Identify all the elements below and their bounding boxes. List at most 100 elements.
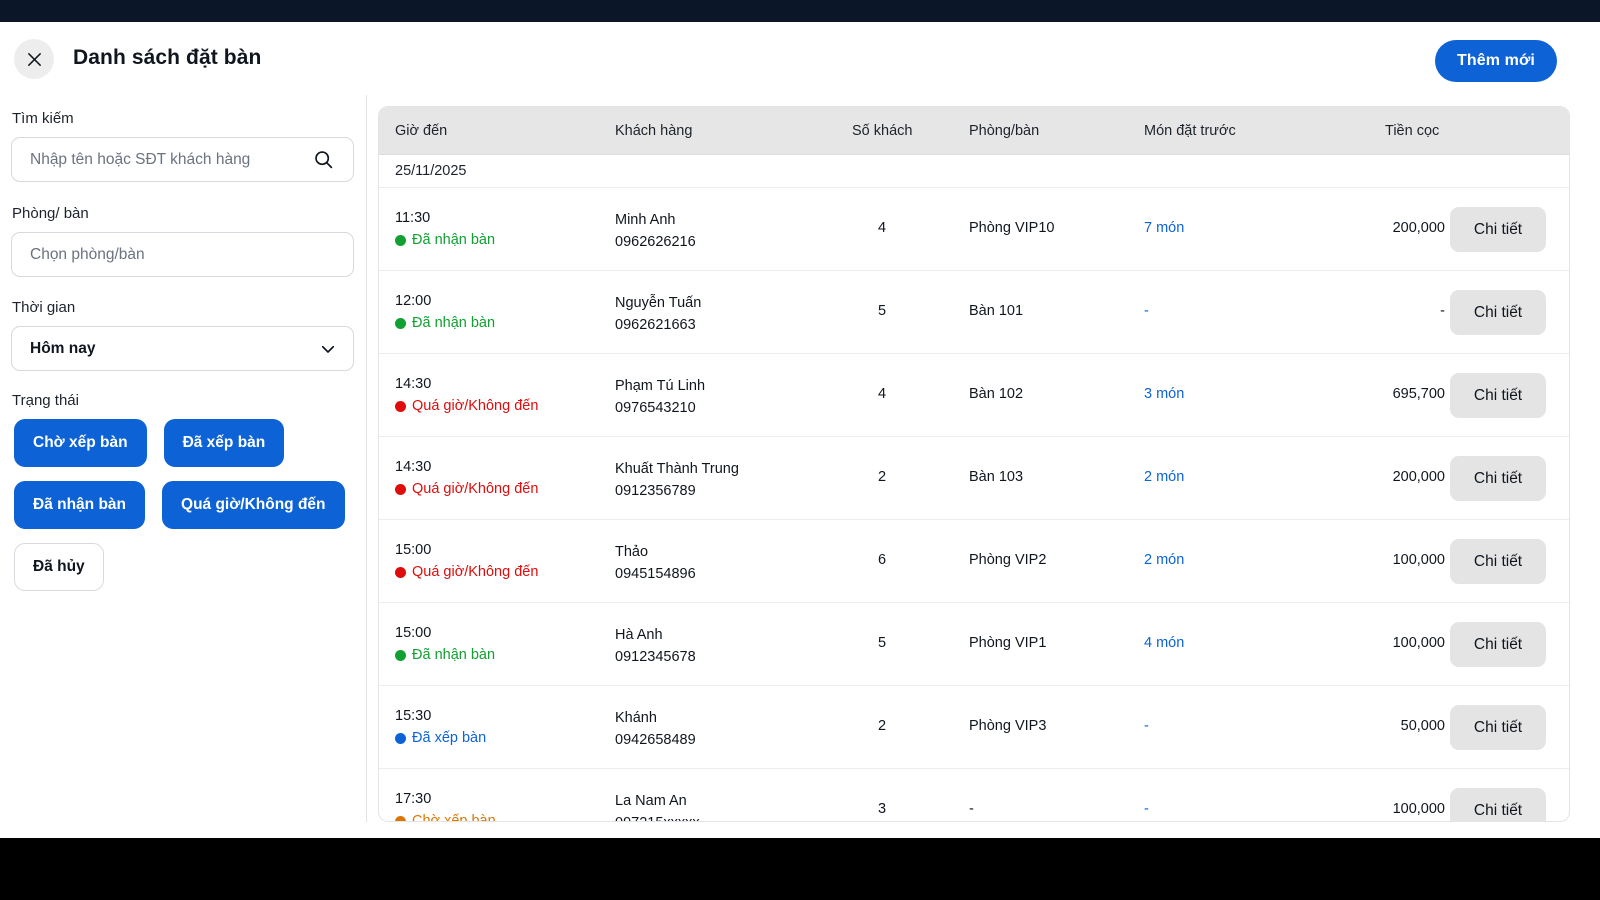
- table-row[interactable]: 15:30 Đã xếp bàn Khánh 0942658489 2 Phòng VIP…: [379, 686, 1569, 769]
- status-dot-icon: [395, 235, 406, 246]
- cell-guest-count: 3: [877, 801, 887, 817]
- column-header-guests: Số khách: [852, 123, 913, 139]
- detail-button[interactable]: Chi tiết: [1450, 539, 1546, 584]
- status-chip-4[interactable]: Đã hủy: [14, 543, 104, 591]
- cell-preorder-link[interactable]: -: [1144, 718, 1149, 734]
- close-button[interactable]: [14, 39, 54, 79]
- cell-customer: Hà Anh 0912345678: [615, 624, 696, 668]
- time-select[interactable]: Hôm nay: [11, 326, 354, 371]
- table-row[interactable]: 11:30 Đã nhận bàn Minh Anh 0962626216 4 Phòng…: [379, 188, 1569, 271]
- cell-deposit: 100,000: [1392, 552, 1445, 568]
- detail-button[interactable]: Chi tiết: [1450, 456, 1546, 501]
- cell-preorder-link[interactable]: 2 món: [1144, 552, 1185, 568]
- cell-preorder-link[interactable]: 2 món: [1144, 469, 1185, 485]
- cell-deposit: 100,000: [1392, 635, 1445, 651]
- cell-preorder-link[interactable]: -: [1144, 801, 1149, 817]
- status-chip-1[interactable]: Đã xếp bàn: [163, 419, 285, 467]
- cell-room: Bàn 101: [969, 303, 1024, 319]
- close-icon: [26, 51, 43, 68]
- detail-button[interactable]: Chi tiết: [1450, 705, 1546, 750]
- status-chip-3[interactable]: Quá giờ/Không đến: [162, 481, 345, 529]
- cell-time: 14:30 Quá giờ/Không đến: [395, 458, 538, 499]
- column-header-preorder: Món đặt trước: [1144, 123, 1236, 139]
- cell-room: Bàn 102: [969, 386, 1024, 402]
- status-dot-icon: [395, 318, 406, 329]
- detail-button[interactable]: Chi tiết: [1450, 207, 1546, 252]
- room-select[interactable]: Chọn phòng/bàn: [11, 232, 354, 277]
- arrival-time: 14:30: [395, 376, 432, 392]
- cell-customer: Thảo 0945154896: [615, 541, 696, 585]
- customer-phone: 0912345678: [615, 649, 696, 665]
- room-select-placeholder: Chọn phòng/bàn: [30, 245, 145, 263]
- search-icon[interactable]: [313, 149, 334, 170]
- table-row[interactable]: 17:30 Chờ xếp bàn La Nam An 097215xxxxx 3 - - 1…: [379, 769, 1569, 822]
- table-row[interactable]: 15:00 Đã nhận bàn Hà Anh 0912345678 5 Phòng V…: [379, 603, 1569, 686]
- arrival-time: 12:00: [395, 293, 432, 309]
- status-badge: Quá giờ/Không đến: [395, 397, 538, 416]
- status-label: Trạng thái: [12, 392, 79, 409]
- search-label: Tìm kiếm: [12, 110, 74, 127]
- table-row[interactable]: 14:30 Quá giờ/Không đến Khuất Thành Trung 0…: [379, 437, 1569, 520]
- cell-preorder-link[interactable]: 3 món: [1144, 386, 1185, 402]
- status-text: Quá giờ/Không đến: [412, 398, 539, 414]
- customer-phone: 0942658489: [615, 732, 696, 748]
- time-select-value: Hôm nay: [30, 339, 96, 357]
- status-dot-icon: [395, 816, 406, 821]
- table-body: 11:30 Đã nhận bàn Minh Anh 0962626216 4 Phòng…: [379, 188, 1569, 822]
- table-row[interactable]: 15:00 Quá giờ/Không đến Thảo 0945154896 6 Phò…: [379, 520, 1569, 603]
- column-header-room: Phòng/bàn: [969, 123, 1040, 139]
- arrival-time: 11:30: [395, 210, 431, 226]
- customer-phone: 0912356789: [615, 483, 696, 499]
- time-label: Thời gian: [12, 299, 76, 316]
- date-group-header: 25/11/2025: [379, 155, 1569, 188]
- cell-customer: Khuất Thành Trung 0912356789: [615, 458, 739, 502]
- status-text: Quá giờ/Không đến: [412, 481, 539, 497]
- status-chip-2[interactable]: Đã nhận bàn: [14, 481, 146, 529]
- customer-name: Thảo: [615, 544, 649, 560]
- cell-preorder-link[interactable]: 7 món: [1144, 220, 1185, 236]
- customer-phone: 097215xxxxx: [615, 812, 700, 821]
- arrival-time: 15:00: [395, 625, 432, 641]
- cell-deposit: 200,000: [1392, 220, 1445, 236]
- arrival-time: 17:30: [395, 791, 432, 807]
- detail-button[interactable]: Chi tiết: [1450, 290, 1546, 335]
- cell-room: Phòng VIP10: [969, 220, 1055, 236]
- chevron-down-icon: [319, 340, 337, 358]
- detail-button[interactable]: Chi tiết: [1450, 788, 1546, 821]
- detail-button[interactable]: Chi tiết: [1450, 622, 1546, 667]
- column-header-customer: Khách hàng: [615, 123, 693, 139]
- status-dot-icon: [395, 567, 406, 578]
- status-chip-group: Chờ xếp bàn Đã xếp bàn Đã nhận bàn Quá giờ/…: [14, 419, 354, 591]
- customer-phone: 0945154896: [615, 566, 696, 582]
- cell-deposit: 200,000: [1392, 469, 1445, 485]
- cell-room: -: [969, 801, 974, 817]
- table-row[interactable]: 14:30 Quá giờ/Không đến Phạm Tú Linh 097654…: [379, 354, 1569, 437]
- status-dot-icon: [395, 401, 406, 412]
- cell-room: Bàn 103: [969, 469, 1024, 485]
- cell-preorder-link[interactable]: 4 món: [1144, 635, 1185, 651]
- arrival-time: 15:30: [395, 708, 432, 724]
- status-badge: Chờ xếp bàn: [395, 812, 496, 822]
- customer-phone: 0962621663: [615, 317, 696, 333]
- cell-time: 14:30 Quá giờ/Không đến: [395, 375, 538, 416]
- cell-preorder-link[interactable]: -: [1144, 303, 1149, 319]
- status-dot-icon: [395, 650, 406, 661]
- search-input[interactable]: [11, 137, 354, 182]
- status-chip-0[interactable]: Chờ xếp bàn: [14, 419, 147, 467]
- table-row[interactable]: 12:00 Đã nhận bàn Nguyễn Tuấn 0962621663 5 Bà…: [379, 271, 1569, 354]
- detail-button[interactable]: Chi tiết: [1450, 373, 1546, 418]
- status-badge: Đã xếp bàn: [395, 729, 486, 748]
- cell-customer: Phạm Tú Linh 0976543210: [615, 375, 705, 419]
- reservation-table: Giờ đến Khách hàng Số khách Phòng/bàn Mó…: [378, 106, 1570, 822]
- customer-phone: 0962626216: [615, 234, 696, 250]
- cell-room: Phòng VIP2: [969, 552, 1047, 568]
- customer-name: Phạm Tú Linh: [615, 378, 706, 394]
- arrival-time: 14:30: [395, 459, 432, 475]
- status-text: Chờ xếp bàn: [412, 813, 496, 822]
- status-dot-icon: [395, 733, 406, 744]
- customer-phone: 0976543210: [615, 400, 696, 416]
- customer-name: Khánh: [615, 710, 657, 726]
- customer-name: La Nam An: [615, 793, 687, 809]
- add-new-button[interactable]: Thêm mới: [1435, 40, 1557, 82]
- column-header-deposit: Tiền cọc: [1385, 123, 1440, 139]
